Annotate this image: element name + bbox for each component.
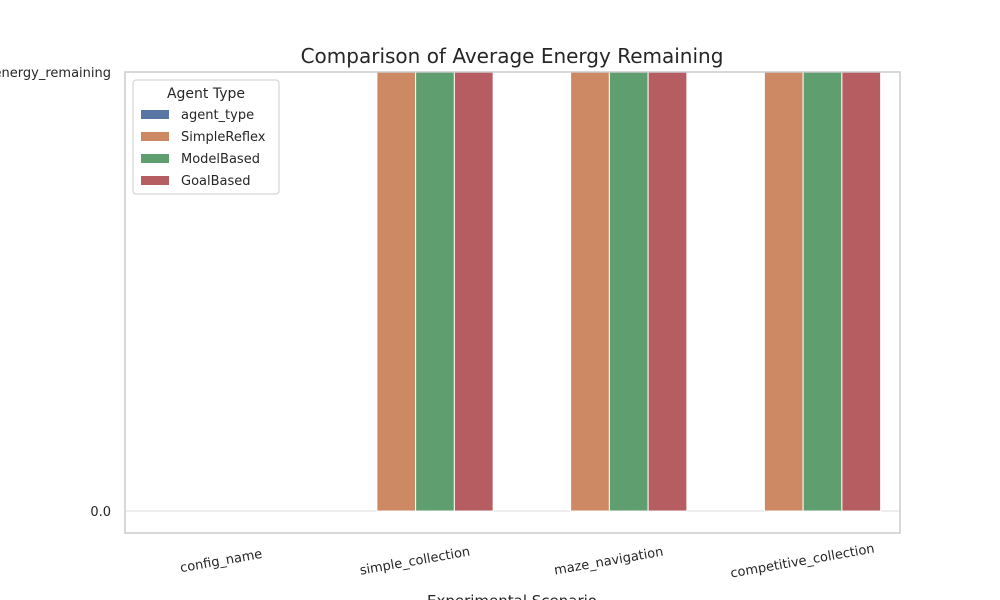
x-tick-label: config_name [179,547,263,576]
x-tick-label: maze_navigation [553,545,665,579]
x-tick-label: simple_collection [359,544,472,578]
bar [570,71,610,512]
bar [608,71,649,512]
bar [763,71,804,512]
bar [453,71,494,512]
y-tick-label: 0.0 [90,505,111,520]
bar [802,71,843,512]
legend-label: ModelBased [181,152,260,167]
legend-swatch [141,132,169,141]
x-tick-label: competitive_collection [729,541,875,581]
legend-swatch [141,110,169,119]
legend-label: SimpleReflex [181,130,266,145]
legend-swatch [141,154,169,163]
y-tick-label: avg_energy_remaining [0,66,111,81]
chart-title: Comparison of Average Energy Remaining [301,44,724,68]
plot-frame [124,71,901,534]
legend-label: agent_type [181,108,254,123]
legend-box [132,79,280,195]
bar [415,71,455,512]
x-axis-label: Experimental Scenario [427,592,597,600]
bar [841,71,882,512]
legend: Agent Type agent_type SimpleReflex ModelBas… [132,79,280,195]
bar [647,71,688,512]
legend-label: GoalBased [181,174,251,189]
bar [376,71,417,512]
legend-title: Agent Type [167,86,245,102]
legend-swatch [141,176,169,185]
